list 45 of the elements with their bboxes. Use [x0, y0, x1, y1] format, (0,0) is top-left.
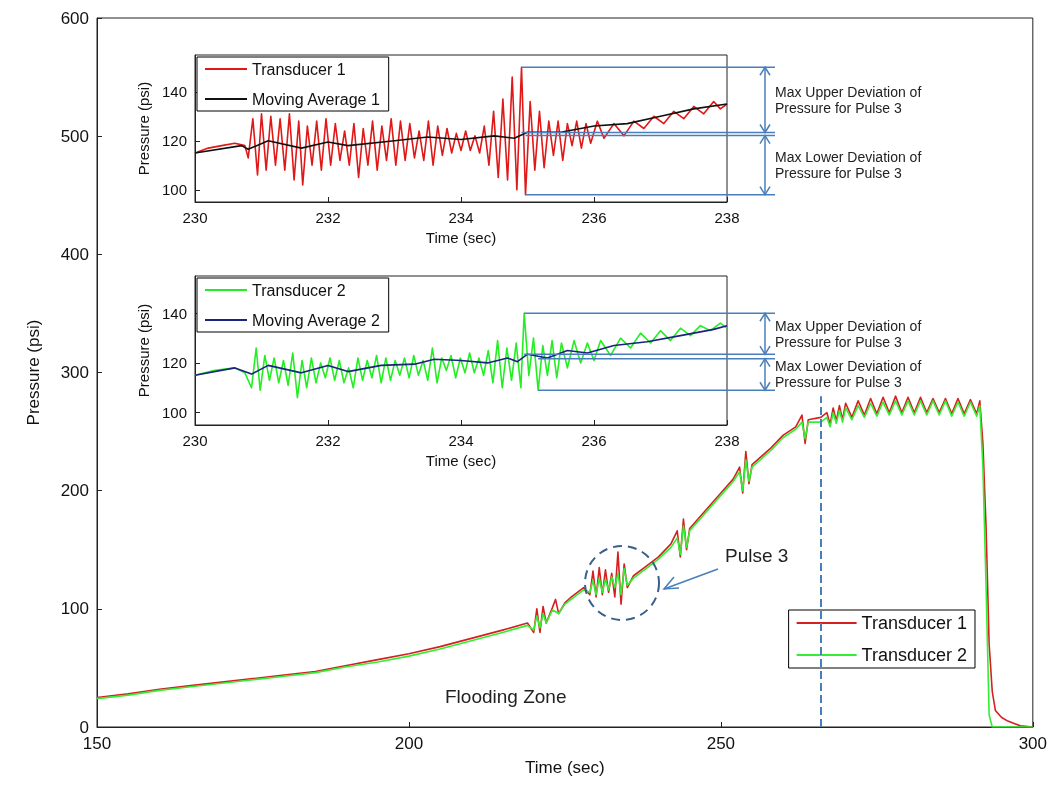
- y-tick-label: 500: [60, 126, 89, 146]
- x-tick-label: 236: [581, 209, 607, 226]
- y-tick-label: 120: [161, 132, 187, 150]
- legend-label: Moving Average 2: [252, 311, 380, 329]
- y-tick-label: 200: [60, 481, 89, 501]
- y-tick-label: 100: [161, 404, 187, 422]
- legend-label: Moving Average 1: [252, 90, 380, 108]
- annotation: Pulse 3: [725, 545, 789, 566]
- x-tick-label: 250: [706, 734, 736, 753]
- y-tick-label: 0: [79, 717, 89, 737]
- x-axis-title: Time (sec): [425, 228, 497, 246]
- legend-label: Transducer 1: [252, 60, 346, 78]
- y-tick-label: 140: [161, 83, 187, 101]
- y-axis-title: Pressure (psi): [135, 303, 153, 398]
- x-tick-label: 230: [182, 432, 208, 449]
- x-axis-title: Time (sec): [425, 451, 497, 469]
- legend-label: Transducer 2: [252, 281, 346, 299]
- y-tick-label: 100: [161, 181, 187, 199]
- annotation: Flooding Zone: [445, 686, 567, 707]
- x-tick-label: 150: [82, 734, 112, 753]
- x-tick-label: 236: [581, 432, 607, 449]
- x-tick-label: 234: [448, 209, 474, 226]
- annotation: Max Lower Deviation of Pressure for Pulse 3: [775, 149, 922, 182]
- x-tick-label: 234: [448, 432, 474, 449]
- x-tick-label: 238: [714, 209, 740, 226]
- y-tick-label: 100: [60, 599, 89, 619]
- annotation: Max Upper Deviation of Pressure for Pulse 3: [775, 317, 922, 350]
- legend-label: Transducer 1: [861, 613, 968, 633]
- y-tick-label: 120: [161, 354, 187, 372]
- y-tick-label: 300: [60, 363, 89, 382]
- x-tick-label: 238: [714, 432, 740, 449]
- y-tick-label: 600: [60, 8, 89, 28]
- y-axis-title: Pressure (psi): [135, 81, 153, 176]
- x-tick-label: 300: [1018, 734, 1048, 753]
- legend-label: Transducer 2: [861, 645, 968, 665]
- x-tick-label: 200: [394, 734, 424, 753]
- annotation: Max Lower Deviation of Pressure for Pulse 3: [775, 358, 922, 391]
- x-tick-label: 230: [182, 209, 208, 226]
- x-tick-label: 232: [315, 432, 341, 449]
- annotation: Max Upper Deviation of Pressure for Pulse 3: [775, 83, 922, 116]
- x-tick-label: 232: [315, 209, 341, 226]
- y-tick-label: 400: [60, 244, 89, 264]
- x-axis-title: Time (sec): [525, 758, 605, 777]
- y-tick-label: 140: [161, 304, 187, 322]
- y-axis-title: Pressure (psi): [24, 319, 43, 426]
